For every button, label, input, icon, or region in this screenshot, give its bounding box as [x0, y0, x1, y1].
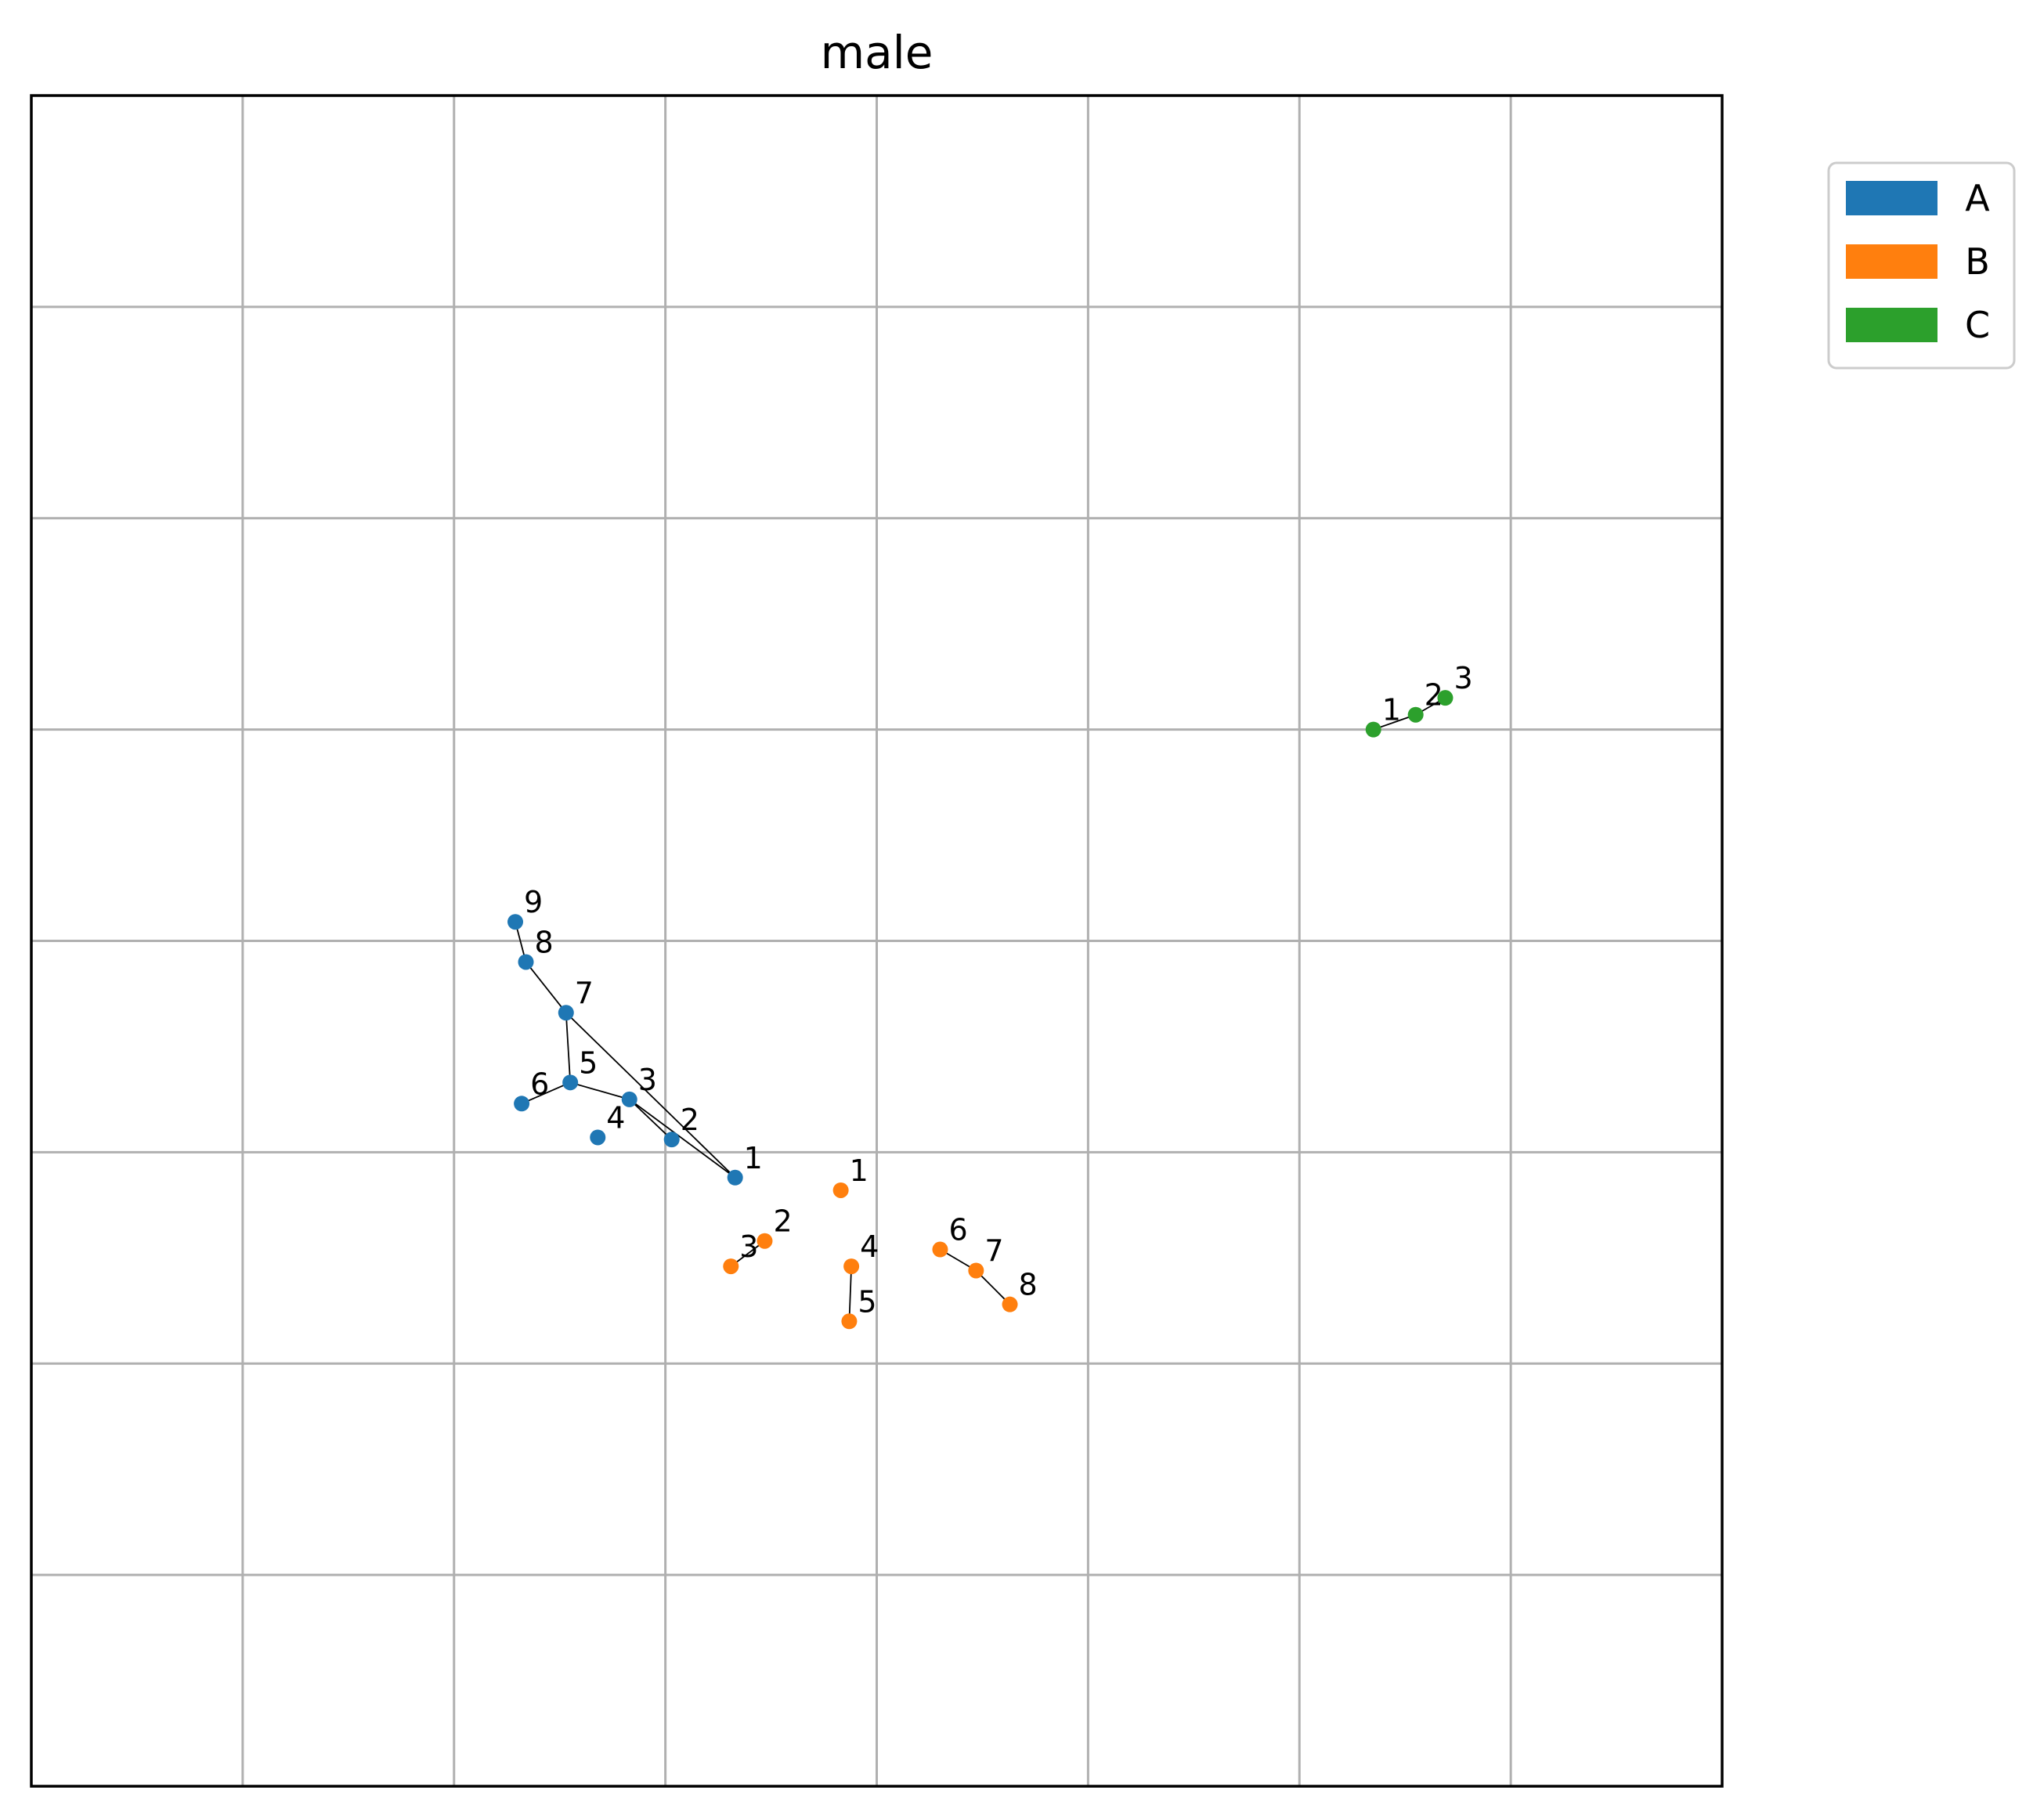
point-A-1: [727, 1169, 743, 1186]
connection-line-A-3-5: [569, 1081, 630, 1100]
legend-label-C: C: [1965, 304, 1990, 346]
grid: [31, 96, 1722, 1786]
legend-swatch-C: [1846, 308, 1937, 342]
point-label-C-2: 2: [1425, 678, 1443, 713]
point-B-1: [832, 1182, 849, 1198]
point-B-4: [843, 1258, 860, 1275]
point-label-A-2: 2: [681, 1103, 699, 1137]
chart-title: male: [821, 26, 934, 79]
point-A-5: [562, 1074, 579, 1091]
legend: ABC: [1827, 161, 2016, 370]
point-label-A-7: 7: [575, 976, 594, 1010]
point-label-B-2: 2: [773, 1204, 792, 1239]
point-B-6: [932, 1241, 948, 1258]
point-label-B-5: 5: [858, 1284, 876, 1319]
point-A-4: [590, 1129, 606, 1146]
point-label-A-1: 1: [744, 1141, 763, 1175]
point-A-6: [514, 1096, 530, 1112]
point-label-A-3: 3: [638, 1063, 657, 1097]
connection-line-A-5-7: [565, 1013, 572, 1083]
legend-label-A: A: [1965, 177, 1990, 219]
point-A-7: [558, 1005, 574, 1021]
connection-line-B-7-8: [975, 1269, 1011, 1305]
point-label-A-9: 9: [524, 885, 543, 919]
point-label-B-8: 8: [1019, 1268, 1038, 1302]
point-C-2: [1407, 706, 1424, 723]
point-label-A-8: 8: [535, 925, 554, 959]
point-label-C-3: 3: [1454, 661, 1472, 695]
point-label-A-6: 6: [530, 1067, 549, 1101]
point-A-2: [663, 1132, 680, 1148]
connection-line-A-1-3: [629, 1099, 736, 1179]
point-label-B-4: 4: [860, 1229, 879, 1264]
connection-line-A-1-7: [565, 1012, 736, 1179]
point-B-3: [723, 1258, 739, 1275]
point-B-5: [841, 1313, 858, 1330]
legend-swatch-B: [1846, 244, 1937, 279]
point-label-B-3: 3: [739, 1229, 758, 1264]
point-label-B-6: 6: [948, 1213, 967, 1247]
connection-lines: [515, 697, 1446, 1322]
point-label-B-1: 1: [850, 1154, 869, 1188]
point-A-9: [507, 914, 524, 930]
point-label-C-1: 1: [1382, 693, 1401, 727]
legend-label-B: B: [1965, 240, 1990, 283]
point-C-3: [1437, 690, 1454, 706]
point-B-8: [1002, 1296, 1018, 1312]
legend-swatch-A: [1846, 181, 1937, 215]
point-label-B-7: 7: [984, 1234, 1003, 1269]
plot-area-frame: [30, 94, 1724, 1788]
point-B-7: [968, 1262, 984, 1279]
point-label-A-4: 4: [606, 1100, 625, 1135]
connection-line-A-2-3: [629, 1099, 673, 1140]
connection-line-A-7-8: [525, 961, 567, 1013]
connection-line-A-5-6: [521, 1081, 571, 1105]
data-points: [507, 690, 1454, 1330]
point-C-1: [1365, 721, 1381, 738]
point-B-2: [757, 1233, 773, 1249]
point-A-3: [621, 1091, 637, 1107]
point-A-8: [518, 954, 534, 970]
connection-line-B-4-5: [848, 1266, 853, 1322]
point-label-A-5: 5: [579, 1045, 598, 1080]
